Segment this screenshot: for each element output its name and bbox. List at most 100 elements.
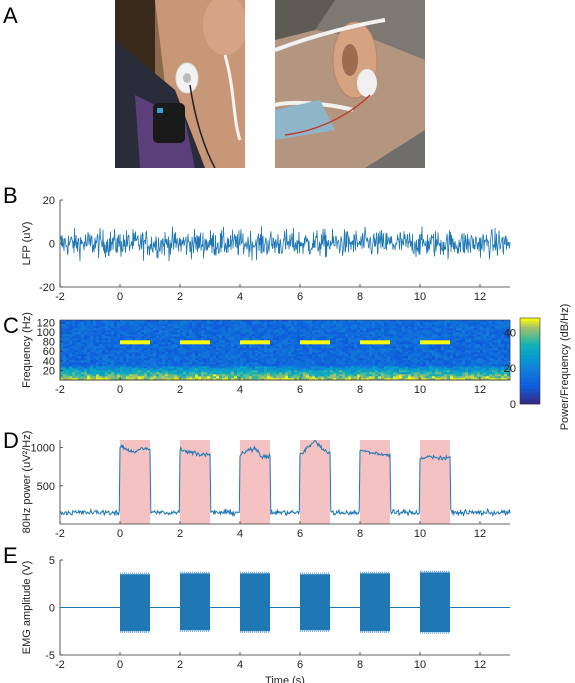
spectrogram-cell <box>345 348 349 351</box>
spectrogram-cell <box>501 342 505 345</box>
spectrogram-cell <box>321 328 325 331</box>
spectrogram-cell <box>72 342 76 345</box>
spectrogram-cell <box>306 334 310 337</box>
spectrogram-cell <box>111 336 115 339</box>
spectrogram-cell <box>486 370 490 373</box>
spectrogram-cell <box>267 324 271 327</box>
spectrogram-cell <box>381 334 385 337</box>
spectrogram-cell <box>384 342 388 345</box>
spectrogram-cell <box>144 360 148 363</box>
spectrogram-cell <box>480 356 484 359</box>
spectrogram-cell <box>381 320 385 323</box>
spectrogram-cell <box>450 378 454 381</box>
spectrogram-cell <box>168 326 172 329</box>
spectrogram-cell <box>324 356 328 359</box>
spectrogram-cell <box>480 330 484 333</box>
spectrogram-cell <box>399 334 403 337</box>
spectrogram-cell <box>393 374 397 377</box>
spectrogram-cell <box>219 342 223 345</box>
spectrogram-cell <box>93 350 97 353</box>
spectrogram-cell <box>390 346 394 349</box>
spectrogram-cell <box>246 372 250 375</box>
spectrogram-cell <box>144 334 148 337</box>
spectrogram-cell <box>126 338 130 341</box>
spectrogram-cell <box>459 332 463 335</box>
spectrogram-cell <box>195 322 199 325</box>
spectrogram-cell <box>447 338 451 341</box>
spectrogram-cell <box>264 378 268 381</box>
spectrogram-cell <box>147 344 151 347</box>
spectrogram-cell <box>312 322 316 325</box>
spectrogram-cell <box>93 352 97 355</box>
spectrogram-cell <box>429 362 433 365</box>
spectrogram-cell <box>339 364 343 367</box>
spectrogram-cell <box>405 354 409 357</box>
spectrogram-cell <box>165 346 169 349</box>
spectrogram-cell <box>255 326 259 329</box>
spectrogram-cell <box>264 356 268 359</box>
spectrogram-cell <box>423 330 427 333</box>
spectrogram-cell <box>480 328 484 331</box>
spectrogram-cell <box>426 370 430 373</box>
spectrogram-cell <box>87 368 91 371</box>
spectrogram-cell <box>330 340 334 343</box>
spectrogram-cell <box>321 324 325 327</box>
spectrogram-cell <box>177 346 181 349</box>
spectrogram-cell <box>309 348 313 351</box>
spectrogram-cell <box>108 330 112 333</box>
spectrogram-cell <box>108 374 112 377</box>
spectrogram-cell <box>222 326 226 329</box>
spectrogram-cell <box>237 350 241 353</box>
spectrogram-cell <box>198 346 202 349</box>
spectrogram-cell <box>450 372 454 375</box>
spectrogram-cell <box>180 372 184 375</box>
spectrogram-cell <box>381 322 385 325</box>
spectrogram-cell <box>408 352 412 355</box>
spectrogram-cell <box>240 360 244 363</box>
spectrogram-cell <box>228 372 232 375</box>
spectrogram-cell <box>387 360 391 363</box>
spectrogram-cell <box>477 332 481 335</box>
spectrogram-cell <box>393 326 397 329</box>
spectrogram-cell <box>261 322 265 325</box>
spectrogram-cell <box>111 342 115 345</box>
spectrogram-cell <box>384 362 388 365</box>
spectrogram-cell <box>474 348 478 351</box>
spectrogram-cell <box>93 326 97 329</box>
spectrogram-cell <box>495 342 499 345</box>
spectrogram-cell <box>396 376 400 379</box>
spectrogram-cell <box>303 330 307 333</box>
spectrogram-cell <box>195 344 199 347</box>
spectrogram-cell <box>315 320 319 323</box>
spectrogram-cell <box>228 334 232 337</box>
spectrogram-cell <box>423 362 427 365</box>
spectrogram-cell <box>120 362 124 365</box>
spectrogram-cell <box>411 338 415 341</box>
spectrogram-cell <box>474 358 478 361</box>
spectrogram-cell <box>318 324 322 327</box>
spectrogram-cell <box>108 354 112 357</box>
spectrogram-cell <box>465 348 469 351</box>
spectrogram-cell <box>444 326 448 329</box>
spectrogram-cell <box>411 360 415 363</box>
spectrogram-cell <box>258 350 262 353</box>
spectrogram-cell <box>465 378 469 381</box>
spectrogram-cell <box>192 350 196 353</box>
spectrogram-cell <box>393 352 397 355</box>
spectrogram-cell <box>441 374 445 377</box>
spectrogram-cell <box>267 364 271 367</box>
spectrogram-cell <box>69 346 73 349</box>
spectrogram-cell <box>477 372 481 375</box>
stim-interval <box>360 440 390 524</box>
spectrogram-cell <box>399 370 403 373</box>
colorbar-tick-label: 40 <box>504 327 516 339</box>
spectrogram-cell <box>153 330 157 333</box>
spectrogram-cell <box>492 366 496 369</box>
spectrogram-cell <box>309 354 313 357</box>
spectrogram-cell <box>78 346 82 349</box>
spectrogram-cell <box>279 368 283 371</box>
spectrogram-cell <box>93 372 97 375</box>
spectrogram-cell <box>69 356 73 359</box>
spectrogram-cell <box>381 362 385 365</box>
spectrogram-cell <box>156 366 160 369</box>
